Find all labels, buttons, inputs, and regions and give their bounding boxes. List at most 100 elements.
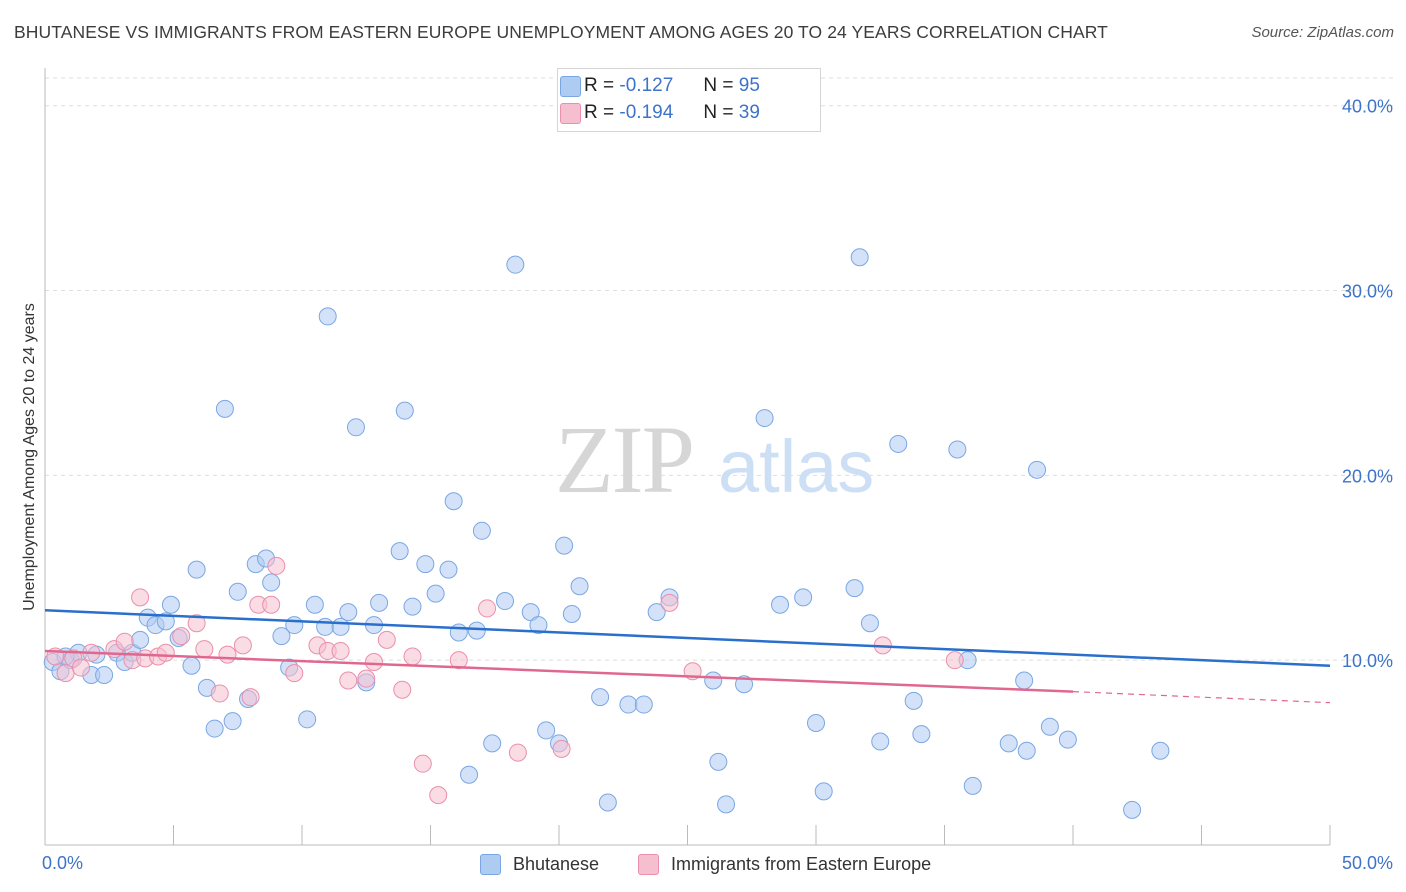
y-tick-label: 10.0% [1342, 651, 1393, 671]
legend-item-eastern-europe[interactable]: Immigrants from Eastern Europe [638, 850, 931, 878]
data-point [215, 399, 234, 418]
data-point [1058, 730, 1077, 749]
data-point [1040, 717, 1059, 736]
y-tick-label: 20.0% [1342, 466, 1393, 486]
data-point [860, 614, 879, 633]
y-tick-label: 30.0% [1342, 282, 1393, 302]
data-point [570, 577, 589, 596]
y-axis-label-wrap: Unemployment Among Ages 20 to 24 years [0, 0, 60, 892]
data-point [272, 627, 291, 646]
legend-item-bhutanese[interactable]: Bhutanese [480, 850, 599, 878]
series-eastern-europe [46, 556, 964, 805]
data-point [205, 719, 224, 738]
legend-label-bhutanese: Bhutanese [513, 853, 600, 874]
legend-r-label: R = [584, 75, 615, 96]
data-point [814, 782, 833, 801]
data-point [591, 688, 610, 707]
legend-label-eastern-europe: Immigrants from Eastern Europe [671, 853, 932, 874]
data-point [182, 656, 201, 675]
data-point [999, 734, 1018, 753]
data-point [717, 795, 736, 814]
legend-swatch-pink [560, 102, 581, 124]
data-point [1015, 671, 1034, 690]
data-point [948, 440, 967, 459]
data-point [845, 579, 864, 598]
data-point [285, 664, 304, 683]
data-point [478, 599, 497, 618]
data-point [187, 614, 206, 633]
data-point [647, 603, 666, 622]
data-point [506, 255, 525, 274]
data-point [508, 743, 527, 762]
data-point [449, 623, 468, 642]
data-point [537, 721, 556, 740]
data-point [709, 752, 728, 771]
data-point [1123, 800, 1142, 819]
legend-row-bhutanese: R = -0.127 N = 95 [560, 73, 760, 99]
data-point [529, 616, 548, 635]
data-point [331, 641, 350, 660]
legend-n-label: N = [703, 102, 734, 123]
chart-title: BHUTANESE VS IMMIGRANTS FROM EASTERN EUR… [14, 22, 1108, 42]
data-point [131, 630, 150, 649]
data-point [807, 714, 825, 733]
tick-labels: 10.0% 20.0% 30.0% 40.0% 0.0% 50.0% [42, 97, 1393, 873]
data-point [1028, 460, 1047, 479]
data-point [357, 669, 376, 688]
data-point [850, 248, 869, 267]
data-point [346, 418, 365, 437]
data-point [413, 754, 432, 773]
data-point [704, 671, 723, 690]
data-point [370, 593, 389, 612]
data-point [439, 560, 458, 579]
data-point [467, 621, 486, 640]
data-point [318, 307, 337, 326]
y-tick-label: 40.0% [1342, 97, 1393, 117]
data-point [339, 603, 358, 622]
data-point [619, 695, 638, 714]
data-point [416, 555, 435, 574]
data-point [598, 793, 617, 812]
data-point [755, 409, 774, 428]
data-point [562, 604, 581, 623]
legend-r-value: -0.127 [619, 75, 674, 96]
data-point [483, 734, 502, 753]
data-point [241, 688, 260, 707]
data-point [393, 680, 412, 699]
data-point [210, 684, 229, 703]
data-point [871, 732, 890, 751]
axes [44, 68, 1331, 846]
legend-n-value: 95 [738, 75, 760, 96]
data-point [660, 593, 679, 612]
legend-row-eastern-europe: R = -0.194 N = 39 [560, 100, 760, 126]
data-point [449, 651, 468, 670]
legend-n-label: N = [703, 75, 734, 96]
data-point [444, 492, 463, 511]
data-point [115, 632, 134, 651]
data-point [228, 582, 247, 601]
data-point [945, 651, 964, 670]
data-point [472, 521, 491, 540]
data-point [156, 643, 175, 662]
data-point [794, 588, 813, 607]
data-point [904, 691, 923, 710]
data-point [460, 765, 479, 784]
data-point [403, 647, 422, 666]
x-tick-label: 50.0% [1342, 853, 1393, 873]
data-point [963, 776, 982, 795]
data-point [331, 617, 350, 636]
correlation-legend: R = -0.127 N = 95 R = -0.194 N = 39 [557, 68, 821, 132]
legend-n-value: 39 [738, 102, 760, 123]
trend-line-eastern-europe [44, 649, 1074, 693]
y-axis-label: Unemployment Among Ages 20 to 24 years [21, 303, 38, 611]
data-point [223, 712, 242, 731]
data-point [771, 595, 790, 614]
data-point [285, 616, 304, 635]
data-point [395, 401, 414, 420]
data-point [496, 592, 515, 611]
legend-swatch-blue [560, 75, 581, 97]
data-point [634, 695, 653, 714]
trend-lines [44, 609, 1331, 704]
data-point [429, 786, 448, 805]
